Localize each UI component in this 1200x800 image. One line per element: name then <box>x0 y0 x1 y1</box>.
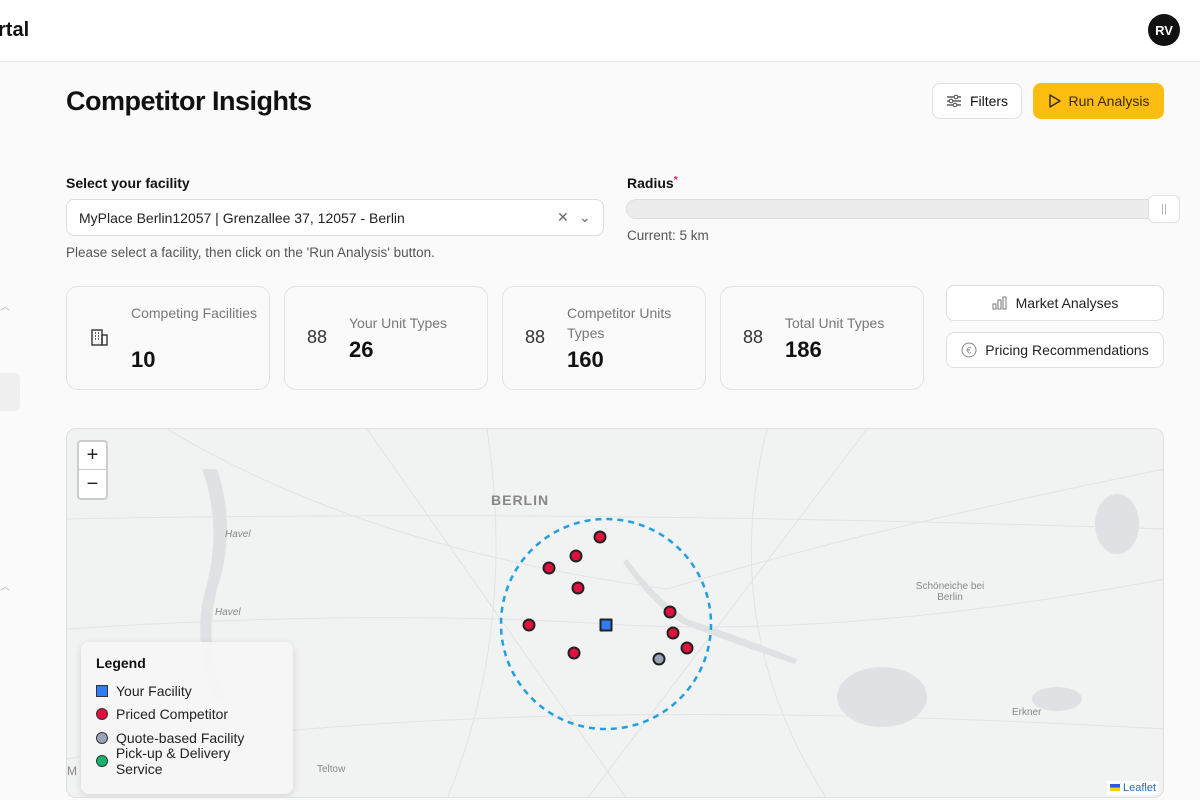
stat-label: Competing Facilities <box>131 305 258 321</box>
circle-icon <box>96 708 108 721</box>
facility-select[interactable]: MyPlace Berlin12057 | Grenzallee 37, 120… <box>66 199 604 236</box>
circle-icon <box>96 755 108 768</box>
page-title: Competitor Insights <box>66 86 312 116</box>
run-analysis-button[interactable]: Run Analysis <box>1033 83 1164 119</box>
legend-item: Priced Competitor <box>96 703 278 727</box>
zoom-in-button[interactable]: + <box>79 442 106 470</box>
play-icon <box>1048 94 1061 108</box>
priced-competitor-marker[interactable] <box>663 605 677 619</box>
sidebar-chevron-up-icon[interactable]: ︿ <box>0 302 10 313</box>
stat-value: 160 <box>567 347 604 372</box>
legend-item: Quote-based Facility <box>96 726 278 750</box>
sidebar-chevron-up-icon[interactable]: ︿ <box>0 582 10 593</box>
filters-button[interactable]: Filters <box>932 83 1022 119</box>
run-analysis-label: Run Analysis <box>1068 93 1150 109</box>
chevron-down-icon[interactable]: ⌄ <box>579 209 591 225</box>
facility-select-value: MyPlace Berlin12057 | Grenzallee 37, 120… <box>79 210 405 226</box>
stat-card-your-unit-types: 88 Your Unit Types 26 <box>284 286 488 390</box>
square-icon <box>96 684 108 697</box>
map-label-berlin: BERLIN <box>491 492 550 508</box>
pricing-recommendations-label: Pricing Recommendations <box>985 342 1149 358</box>
stat-card-competitor-unit-types: 88 Competitor Units Types 160 <box>502 286 706 390</box>
priced-competitor-marker[interactable] <box>666 626 680 640</box>
radius-label: Radius* <box>627 175 678 191</box>
zoom-out-button[interactable]: − <box>86 472 99 495</box>
bar-chart-icon <box>992 296 1007 310</box>
map-label-m: M <box>67 764 77 778</box>
required-marker: * <box>673 175 678 186</box>
radius-circle <box>499 517 713 731</box>
map-legend: Legend Your Facility Priced Competitor Q… <box>81 642 293 794</box>
stat-card-total-unit-types: 88 Total Unit Types 186 <box>720 286 924 390</box>
legend-item: Pick-up & Delivery Service <box>96 745 278 777</box>
stat-label: Competitor Units Types <box>567 305 672 341</box>
legend-label: Your Facility <box>116 682 192 699</box>
legend-label: Pick-up & Delivery Service <box>115 745 231 778</box>
stat-value: 186 <box>785 337 822 362</box>
legend-label: Quote-based Facility <box>116 729 245 746</box>
flag-icon <box>1109 784 1120 791</box>
stat-label: Your Unit Types <box>349 315 448 331</box>
grid-icon: 88 <box>307 327 328 347</box>
map-label-havel: Havel <box>225 529 251 540</box>
priced-competitor-marker[interactable] <box>680 641 694 655</box>
radius-label-text: Radius <box>627 175 674 191</box>
stat-value: 10 <box>131 347 156 372</box>
grid-icon: 88 <box>525 327 546 347</box>
radius-slider[interactable] <box>626 199 1180 219</box>
radius-slider-handle[interactable]: || <box>1148 195 1180 223</box>
map-label-havel: Havel <box>215 607 241 618</box>
filters-label: Filters <box>969 93 1009 109</box>
stat-value: 26 <box>349 337 374 362</box>
legend-label: Priced Competitor <box>116 706 229 723</box>
circle-icon <box>96 731 108 744</box>
legend-item: Your Facility <box>96 679 278 703</box>
radius-current: Current: 5 km <box>627 228 709 243</box>
grid-icon: 88 <box>743 327 764 347</box>
competitor-map[interactable]: + − BERLIN Havel Havel Schöneiche bei Be… <box>66 428 1164 798</box>
quote-based-facility-marker[interactable] <box>652 652 666 666</box>
priced-competitor-marker[interactable] <box>571 581 585 595</box>
stat-label: Total Unit Types <box>785 315 885 331</box>
facility-label: Select your facility <box>66 175 190 191</box>
priced-competitor-marker[interactable] <box>593 530 607 544</box>
sidebar-selected-item[interactable] <box>0 373 20 411</box>
attribution-link[interactable]: Leaflet <box>1122 782 1156 794</box>
map-label-erkner: Erkner <box>1012 707 1042 718</box>
sliders-icon <box>946 94 961 108</box>
priced-competitor-marker[interactable] <box>567 646 581 660</box>
map-label-schoeneiche: Schöneiche bei Berlin <box>915 581 985 603</box>
avatar[interactable]: RV <box>1148 14 1180 46</box>
building-icon <box>89 327 109 352</box>
priced-competitor-marker[interactable] <box>569 549 583 563</box>
brand-name: rtal <box>0 19 30 41</box>
priced-competitor-marker[interactable] <box>522 618 536 632</box>
map-label-teltow: Teltow <box>317 764 346 775</box>
facility-hint: Please select a facility, then click on … <box>66 245 435 260</box>
clear-icon[interactable]: ✕ <box>557 209 569 225</box>
euro-icon: € <box>961 342 977 358</box>
svg-text:€: € <box>967 346 972 356</box>
legend-title: Legend <box>96 655 146 671</box>
stat-card-competing-facilities: Competing Facilities 10 <box>66 286 270 390</box>
market-analyses-label: Market Analyses <box>1015 295 1119 311</box>
zoom-control: + − <box>77 440 108 500</box>
pricing-recommendations-button[interactable]: € Pricing Recommendations <box>946 332 1164 368</box>
market-analyses-button[interactable]: Market Analyses <box>946 285 1164 321</box>
your-facility-marker[interactable] <box>599 618 613 632</box>
top-bar: rtal RV <box>0 0 1200 62</box>
map-attribution[interactable]: Leaflet <box>1106 781 1159 795</box>
priced-competitor-marker[interactable] <box>542 561 556 575</box>
